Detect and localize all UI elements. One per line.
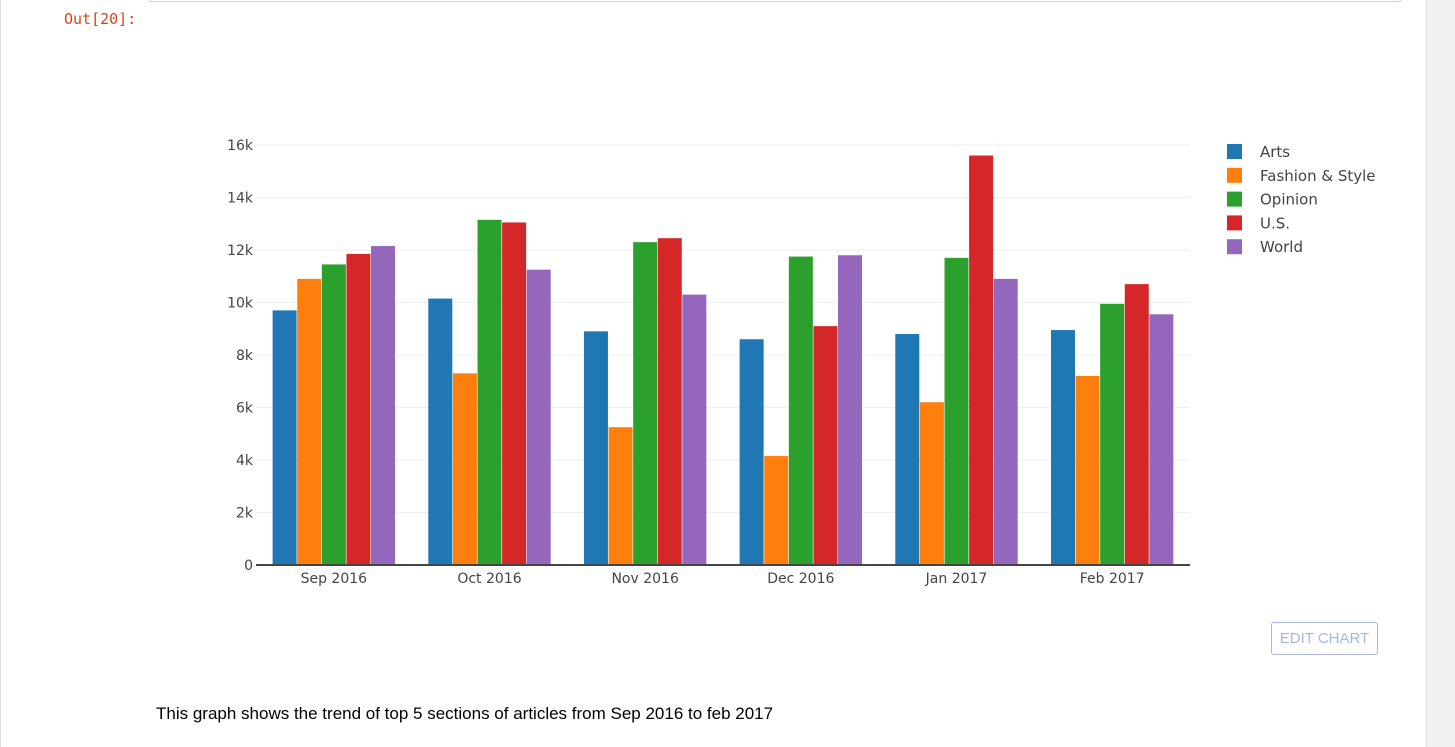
x-tick-label: Feb 2017 — [1080, 571, 1145, 587]
axes: 0 2k 4k 6k 8k 10k 12k 14k 16k Sep 2016 Oct 2016 Nov… — [227, 138, 1190, 587]
bar[interactable] — [608, 427, 633, 565]
bar[interactable] — [993, 278, 1018, 565]
legend[interactable]: Arts Fashion & Style Opinion U.S. World — [1227, 143, 1376, 256]
x-tick-label: Dec 2016 — [767, 571, 834, 587]
legend-swatch[interactable] — [1227, 239, 1242, 255]
y-tick-label: 2k — [236, 506, 254, 522]
bar[interactable] — [813, 326, 838, 565]
bar[interactable] — [502, 222, 527, 565]
bar[interactable] — [428, 298, 453, 565]
y-tick-label: 6k — [236, 401, 254, 417]
y-tick-label: 14k — [227, 191, 254, 207]
bar[interactable] — [969, 155, 994, 566]
page-scrollbar[interactable] — [1427, 0, 1455, 747]
plot-container[interactable]: 0 2k 4k 6k 8k 10k 12k 14k 16k Sep 2016 Oct 2016 Nov… — [149, 40, 1389, 605]
bar[interactable] — [526, 269, 551, 565]
bar-chart[interactable]: 0 2k 4k 6k 8k 10k 12k 14k 16k Sep 2016 Oct 2016 Nov… — [149, 40, 1389, 600]
bar[interactable] — [297, 278, 322, 565]
legend-swatch[interactable] — [1227, 215, 1242, 231]
bar[interactable] — [1075, 376, 1100, 565]
bar[interactable] — [1124, 284, 1149, 565]
bar[interactable] — [788, 256, 813, 565]
bar[interactable] — [633, 242, 658, 565]
bar[interactable] — [346, 253, 371, 565]
x-tick-label: Nov 2016 — [611, 571, 678, 587]
bar[interactable] — [919, 402, 944, 565]
bar[interactable] — [272, 310, 297, 565]
bar[interactable] — [944, 257, 969, 565]
bar[interactable] — [838, 255, 863, 565]
bar[interactable] — [1050, 330, 1075, 565]
legend-label[interactable]: World — [1260, 238, 1303, 256]
legend-label[interactable]: Arts — [1260, 143, 1290, 161]
y-tick-label: 12k — [227, 243, 254, 259]
bar[interactable] — [739, 339, 764, 565]
edit-chart-button[interactable]: EDIT CHART — [1271, 622, 1378, 655]
bar[interactable] — [321, 264, 346, 565]
legend-swatch[interactable] — [1227, 167, 1242, 183]
bar[interactable] — [371, 246, 396, 565]
bars[interactable] — [272, 155, 1174, 566]
x-tick-label: Sep 2016 — [301, 571, 368, 587]
bar[interactable] — [764, 456, 789, 565]
y-tick-label: 4k — [236, 453, 254, 469]
y-tick-label: 0 — [244, 558, 253, 574]
bar[interactable] — [1100, 303, 1125, 565]
legend-swatch[interactable] — [1227, 144, 1242, 159]
previous-cell-input[interactable] — [149, 0, 1401, 2]
legend-label[interactable]: Fashion & Style — [1260, 167, 1376, 185]
y-tick-label: 8k — [236, 348, 254, 364]
legend-swatch[interactable] — [1227, 191, 1242, 207]
x-tick-label: Oct 2016 — [457, 571, 521, 587]
legend-label[interactable]: U.S. — [1260, 214, 1290, 232]
y-tick-label: 16k — [227, 138, 254, 154]
x-tick-label: Jan 2017 — [925, 571, 988, 587]
bar[interactable] — [895, 334, 920, 565]
y-tick-label: 10k — [227, 296, 254, 312]
bar[interactable] — [1149, 314, 1174, 565]
bar[interactable] — [657, 238, 682, 565]
bar[interactable] — [477, 219, 502, 565]
caption-text: This graph shows the trend of top 5 sect… — [156, 704, 774, 723]
grid-lines — [256, 144, 1190, 513]
bar[interactable] — [583, 331, 608, 565]
bar[interactable] — [452, 373, 477, 565]
bar[interactable] — [682, 294, 707, 565]
output-prompt: Out[20]: — [64, 10, 137, 28]
legend-label[interactable]: Opinion — [1260, 191, 1318, 209]
